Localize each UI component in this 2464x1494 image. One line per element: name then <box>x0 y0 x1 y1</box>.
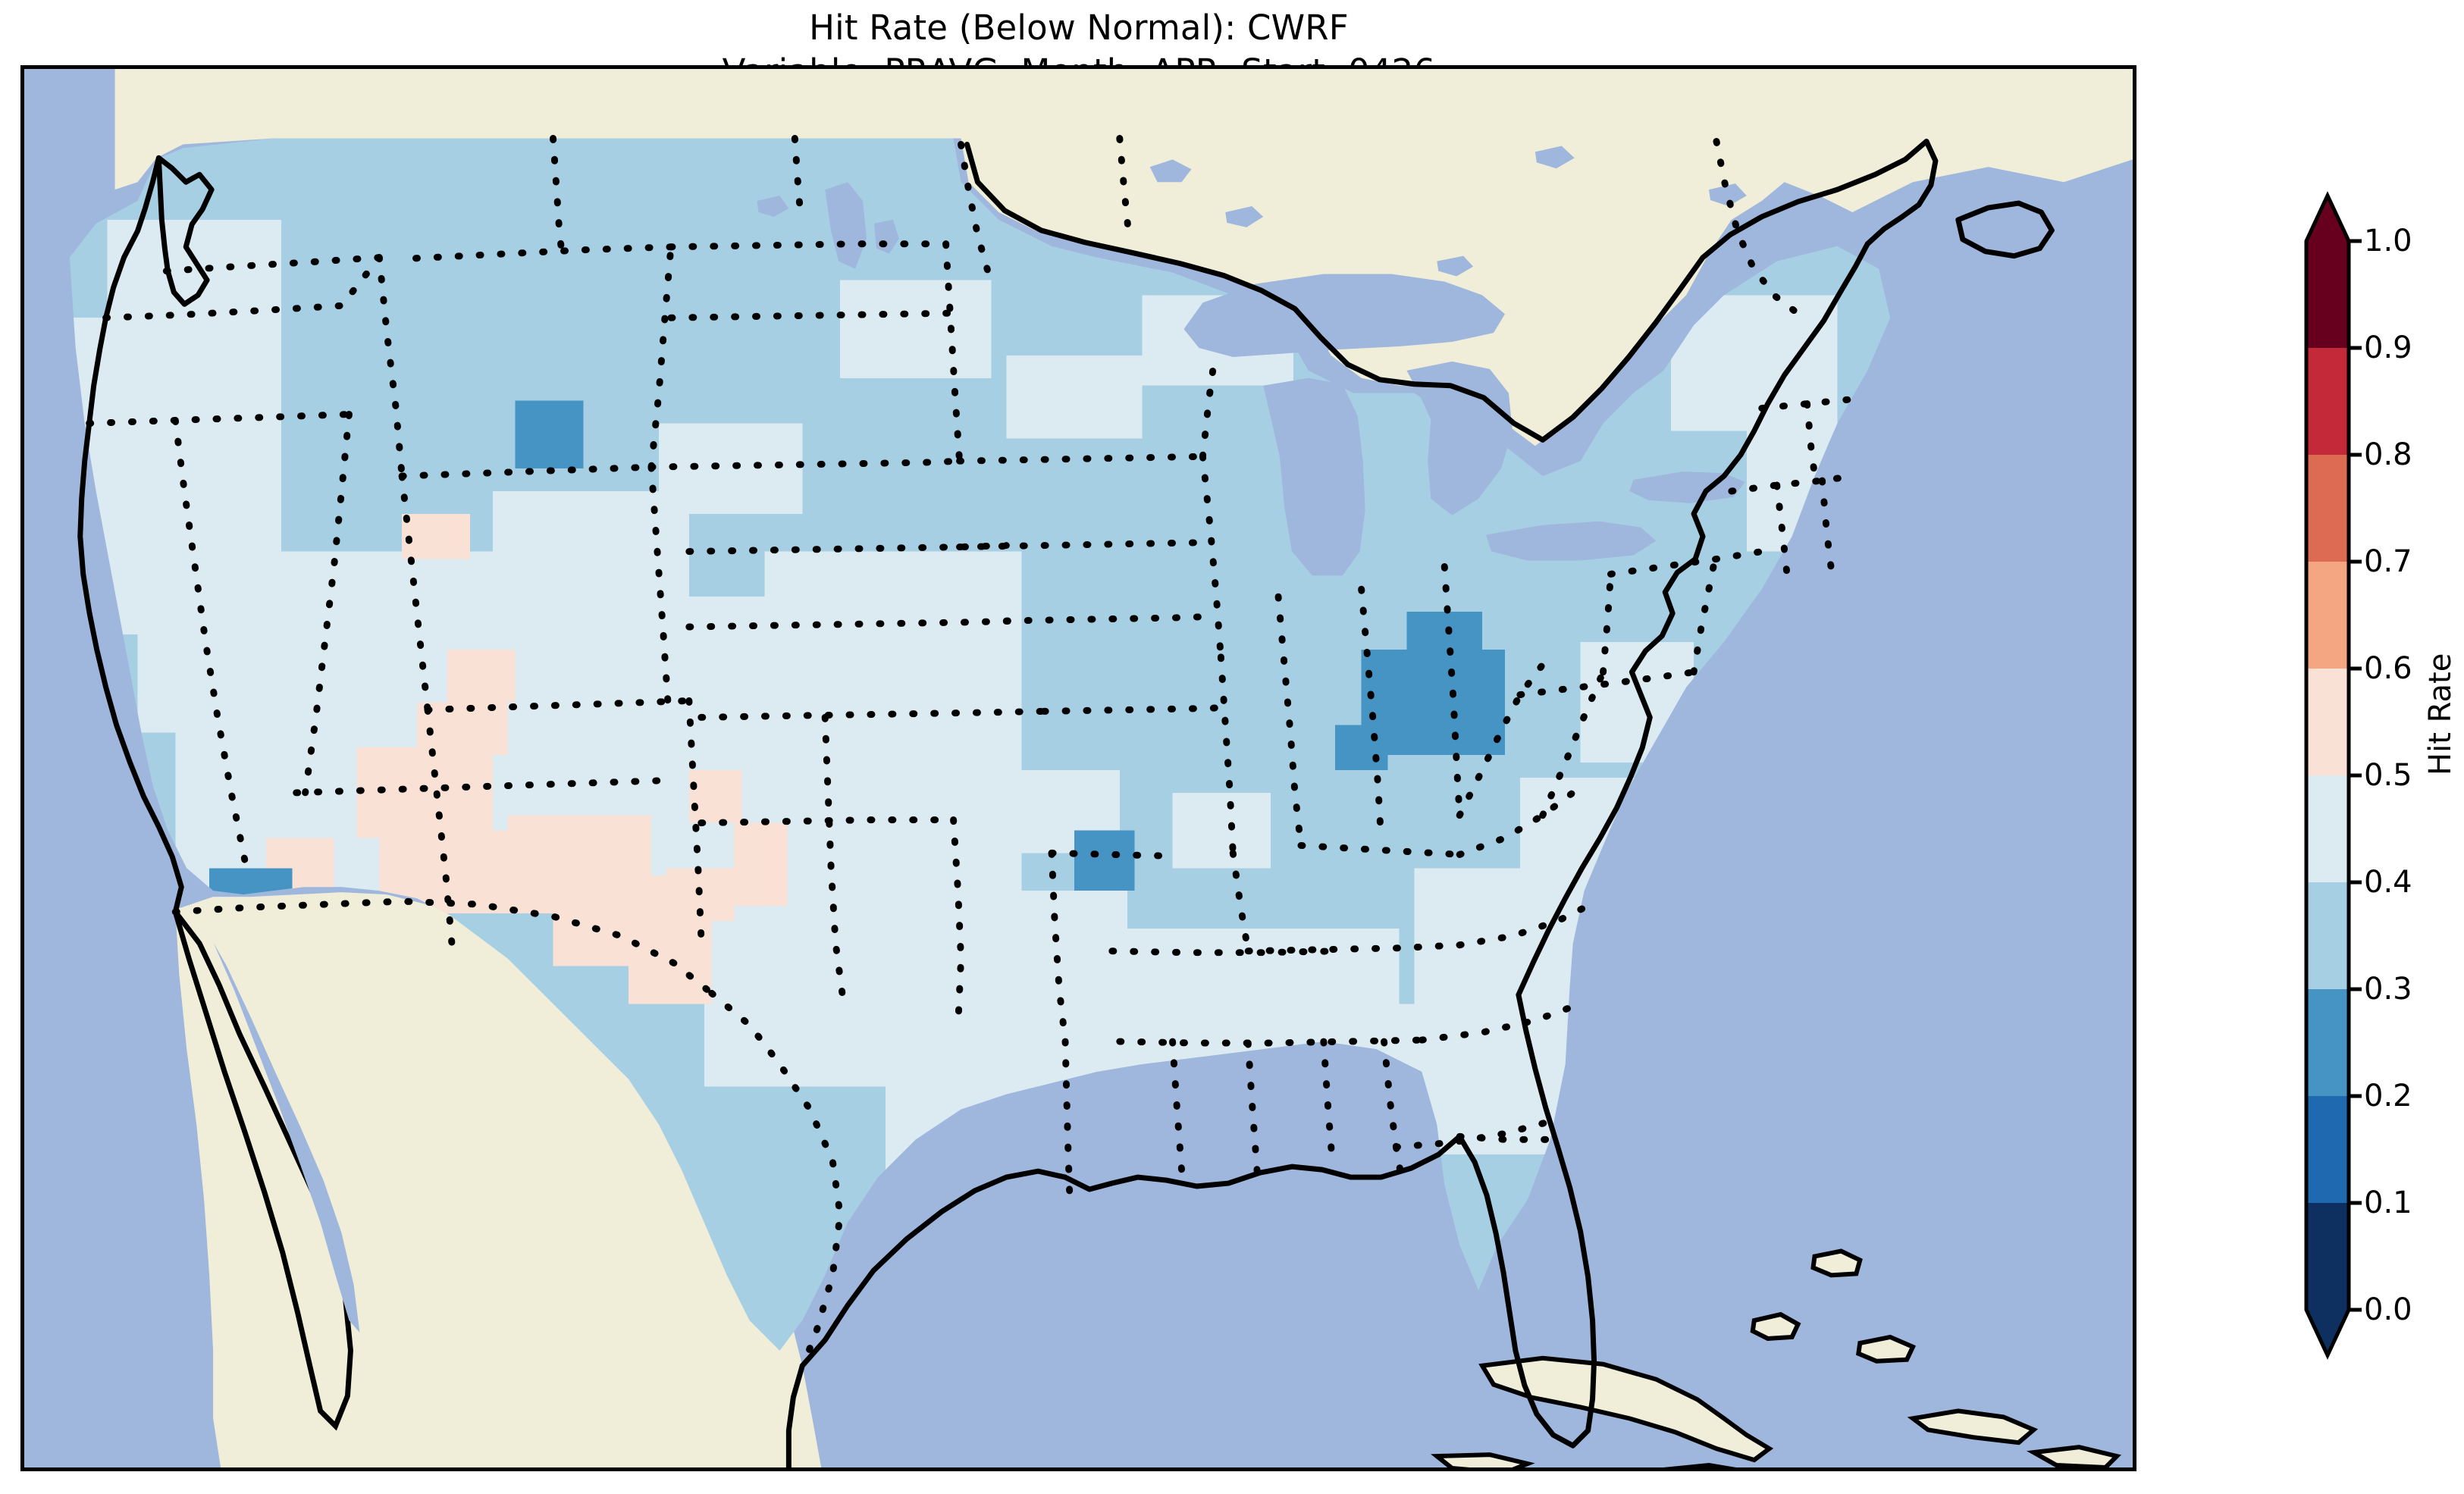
colorbar-tick-label: 0.1 <box>2364 1185 2412 1220</box>
colorbar-swatches <box>2304 191 2362 1360</box>
colorbar-band <box>2306 1203 2349 1311</box>
colorbar-band <box>2306 775 2349 883</box>
colorbar-tick-labels: 1.0 0.9 0.8 0.7 0.6 0.5 0.4 0.3 0.2 0.1 0.0 <box>2364 226 2440 1325</box>
map-axes <box>20 65 2136 1471</box>
colorbar-tick-label: 0.0 <box>2364 1292 2412 1327</box>
colorbar-tick-label: 0.2 <box>2364 1079 2412 1113</box>
colorbar-band <box>2306 241 2349 349</box>
colorbar-tick-label: 1.0 <box>2364 224 2412 258</box>
map-plot <box>24 69 2133 1467</box>
gulf-of-california <box>200 919 360 1333</box>
great-lakes <box>757 146 1747 576</box>
state-borders <box>86 135 1856 1368</box>
colorbar-band <box>2306 1096 2349 1204</box>
colorbar-tick-label: 0.5 <box>2364 758 2412 793</box>
colorbar-tick-label: 0.3 <box>2364 972 2412 1007</box>
colorbar-band <box>2306 455 2349 562</box>
title-line-1: Hit Rate (Below Normal): CWRF <box>809 8 1349 48</box>
colorbar-band <box>2306 348 2349 456</box>
colorbar-tick-label: 0.9 <box>2364 330 2412 365</box>
colorbar-tick-label: 0.7 <box>2364 544 2412 579</box>
canada-landmass <box>114 69 2133 446</box>
coastlines <box>77 139 2055 1467</box>
baja-peninsula <box>172 910 353 1431</box>
caribbean-islands <box>1431 1248 2121 1467</box>
colorbar-tick-label: 0.4 <box>2364 865 2412 900</box>
colorbar-band <box>2306 669 2349 776</box>
colorbar-band <box>2306 989 2349 1097</box>
colorbar-extend-under <box>2306 1310 2349 1355</box>
colorbar-axis-label: Hit Rate <box>2423 653 2458 775</box>
colorbar-tick-label: 0.8 <box>2364 437 2412 472</box>
colorbar-extend-over <box>2306 196 2349 241</box>
colorbar-band <box>2306 562 2349 669</box>
colorbar <box>2304 191 2362 1360</box>
colorbar-band <box>2306 882 2349 990</box>
colorbar-tick-label: 0.6 <box>2364 651 2412 686</box>
